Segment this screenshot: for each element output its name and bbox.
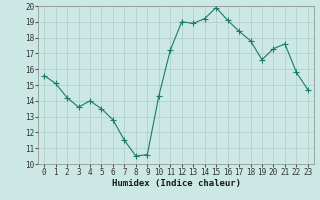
X-axis label: Humidex (Indice chaleur): Humidex (Indice chaleur)	[111, 179, 241, 188]
